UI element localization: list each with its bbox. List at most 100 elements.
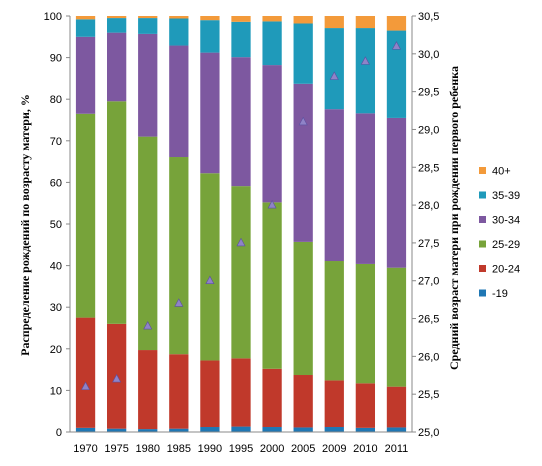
y-tick-label: 20 [50, 344, 62, 356]
bar-segment-1995-0 [231, 426, 251, 432]
bar-segment-1970-1 [75, 317, 96, 428]
bar-segment-1970-0 [75, 427, 96, 432]
age-marker-1970 [81, 381, 91, 390]
bar-segment-1985-0 [169, 428, 189, 432]
bar-segment-2005-3 [293, 83, 313, 242]
bar-segment-1985-2 [169, 157, 189, 355]
bar-segment-2011-5 [386, 16, 407, 31]
y2-tick-label: 25,5 [418, 389, 439, 401]
bar-segment-2005-2 [293, 241, 313, 376]
y2-tick-label: 30,5 [418, 11, 439, 23]
bar-segment-2009-2 [324, 261, 344, 381]
bar-segment-1980-0 [138, 429, 158, 432]
bar-segment-1995-2 [231, 186, 251, 359]
bar-segment-1990-3 [200, 52, 220, 174]
bar-segment-2000-2 [262, 202, 282, 369]
bar-segment-2011-1 [386, 386, 407, 428]
y-axis-title: Распределение рождений по возрасту матер… [18, 94, 32, 356]
y2-tick-label: 28,5 [418, 162, 439, 174]
age-marker-2011 [391, 41, 401, 50]
y2-tick-label: 30,0 [418, 49, 439, 61]
bar-segment-2010-0 [355, 427, 376, 432]
x-tick-label: 1985 [167, 443, 191, 455]
legend-label-40+: 40+ [492, 166, 511, 178]
y2-tick-label: 27,5 [418, 238, 439, 250]
bar-segment-1995-4 [231, 21, 251, 58]
bar-segment-1980-5 [138, 16, 158, 19]
legend-label--19: -19 [492, 288, 508, 300]
bar-segment-2010-1 [355, 383, 376, 428]
y2-tick-label: 26,0 [418, 351, 439, 363]
bar-segment-2000-3 [262, 65, 282, 203]
markers-layer [81, 41, 401, 390]
bar-segment-2010-4 [355, 28, 376, 114]
bar-segment-2009-5 [324, 16, 344, 29]
age-marker-1995 [236, 237, 246, 247]
legend-swatch-20-24 [479, 265, 486, 272]
y2-tick-label: 25,0 [418, 427, 439, 439]
x-tick-label: 2010 [353, 443, 377, 455]
y-tick-label: 50 [50, 219, 62, 231]
y2-tick-label: 28,0 [418, 200, 439, 212]
bar-segment-1970-4 [75, 19, 96, 37]
legend-swatch-40+ [479, 167, 486, 174]
bars-layer [75, 16, 407, 432]
bar-segment-2009-4 [324, 28, 344, 110]
y-tick-label: 40 [50, 261, 62, 273]
age-marker-1980 [143, 320, 153, 330]
legend-label-25-29: 25-29 [492, 239, 520, 251]
bar-segment-2005-0 [293, 427, 313, 432]
x-tick-label: 1975 [104, 443, 128, 455]
age-marker-1990 [205, 275, 215, 285]
bar-segment-1975-3 [107, 32, 127, 102]
y2-tick-label: 26,5 [418, 314, 439, 326]
bar-segment-2000-4 [262, 21, 282, 66]
bar-segment-1980-2 [138, 136, 158, 351]
y-tick-label: 0 [56, 427, 62, 439]
x-tick-label: 2000 [260, 443, 284, 455]
bar-segment-2009-3 [324, 109, 344, 262]
x-tick-label: 1970 [73, 443, 97, 455]
bar-segment-1975-2 [107, 101, 127, 324]
bar-segment-2005-5 [293, 16, 313, 24]
y2-axis-title: Средний возраст матери при рождении перв… [447, 66, 461, 370]
legend-label-30-34: 30-34 [492, 215, 520, 227]
bar-segment-2000-0 [262, 427, 282, 432]
y-tick-label: 10 [50, 385, 62, 397]
legend-swatch-30-34 [479, 216, 486, 223]
x-tick-label: 2005 [291, 443, 315, 455]
legend-swatch--19 [479, 289, 486, 297]
bar-segment-1985-1 [169, 354, 189, 429]
y2-tick-label: 29,5 [418, 87, 439, 99]
age-marker-2009 [329, 71, 339, 80]
x-tick-label: 2009 [322, 443, 346, 455]
bar-segment-1995-3 [231, 57, 251, 187]
bar-segment-1990-5 [200, 16, 220, 21]
bar-segment-2011-4 [386, 30, 407, 118]
bar-segment-2011-2 [386, 267, 407, 387]
legend-swatch-35-39 [479, 191, 486, 199]
x-tick-label: 1980 [135, 443, 159, 455]
legend: 40+ 35-39 30-34 25-29 20-24 -19 [479, 166, 520, 300]
y2-tick-label: 27,0 [418, 276, 439, 288]
age-marker-2010 [360, 56, 370, 65]
bar-segment-1990-1 [200, 360, 220, 428]
age-marker-2005 [298, 116, 308, 126]
bar-segment-2000-5 [262, 16, 282, 22]
age-marker-1975 [112, 373, 122, 383]
x-tick-label: 2011 [385, 443, 409, 455]
bar-segment-1995-5 [231, 16, 251, 22]
y-tick-label: 30 [50, 302, 62, 314]
y2-tick-label: 29,0 [418, 124, 439, 136]
bar-segment-2011-0 [386, 427, 407, 432]
bar-segment-2011-3 [386, 117, 407, 268]
x-tick-label: 1990 [198, 443, 222, 455]
axes-layer: 0 10 20 30 40 50 60 70 80 90 100 25,0 25,5 26,0 26,5 27… [44, 11, 440, 455]
y-tick-label: 70 [50, 136, 62, 148]
bar-segment-2009-1 [324, 380, 344, 428]
bar-segment-1980-1 [138, 350, 158, 430]
bar-segment-1995-1 [231, 358, 251, 427]
bar-segment-1985-4 [169, 18, 189, 46]
bar-segment-1980-3 [138, 33, 158, 137]
